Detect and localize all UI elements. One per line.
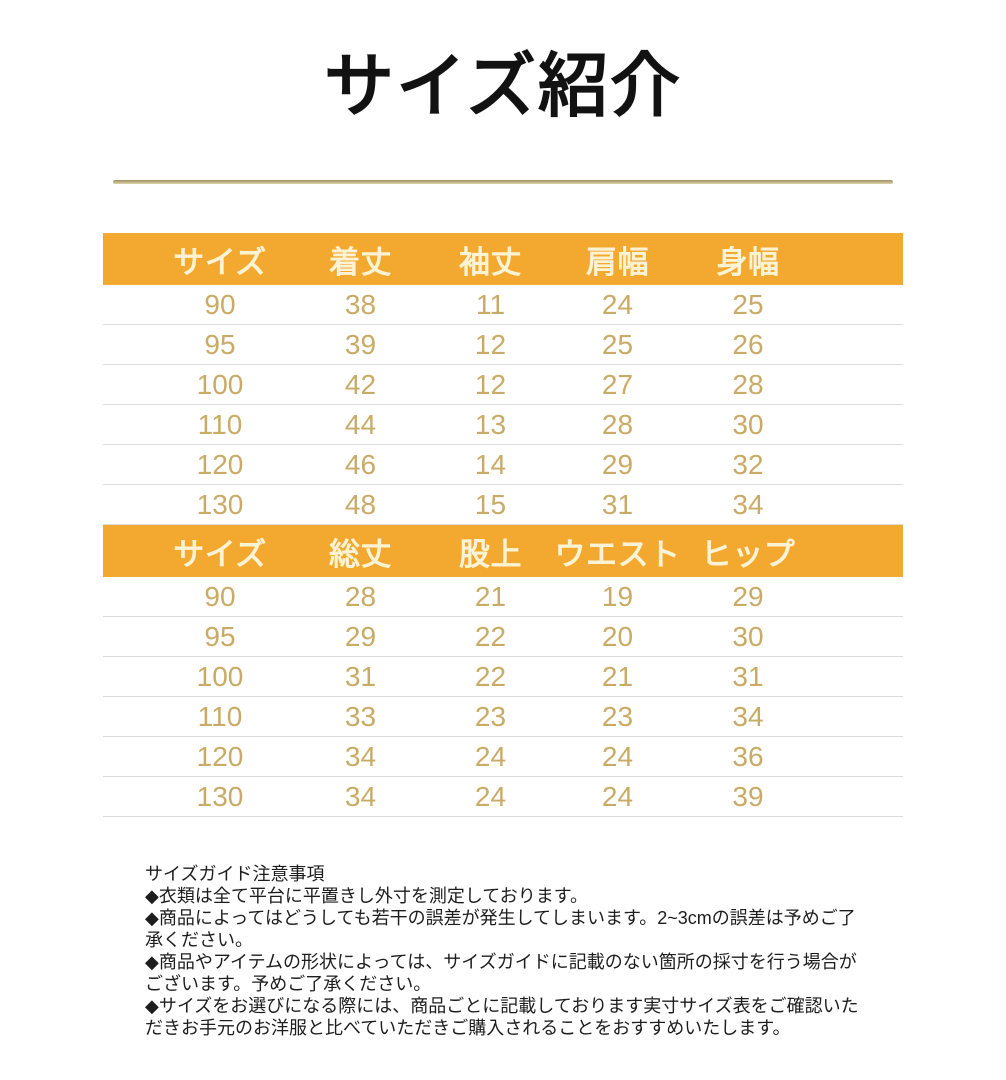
- table-cell: 28: [344, 580, 377, 612]
- column-header-length: 着丈: [329, 244, 392, 280]
- table-row: 130 48 15 31 34: [103, 485, 903, 525]
- table-cell: 22: [474, 620, 507, 652]
- table-cell: 34: [344, 740, 377, 772]
- table-cell: 29: [601, 448, 634, 480]
- table-row: 95 29 22 20 30: [103, 617, 903, 657]
- table-cell: 23: [474, 700, 507, 732]
- table-cell: 27: [601, 368, 634, 400]
- table-row: 130 34 24 24 39: [103, 777, 903, 817]
- table-cell: 36: [732, 740, 764, 772]
- table-cell: 100: [196, 368, 244, 400]
- column-header-hip: ヒップ: [700, 536, 796, 572]
- table-cell: 120: [196, 448, 244, 480]
- note-item: ◆衣類は全て平台に平置きし外寸を測定しております。: [145, 886, 588, 906]
- size-table-tops: サイズ 着丈 袖丈 肩幅 身幅 90 38 11 24 25 95 39 12 …: [103, 233, 903, 525]
- table-cell: 28: [601, 408, 634, 440]
- column-header-total: 総丈: [329, 536, 392, 572]
- note-item: ◆サイズをお選びになる際には、商品ごとに記載しております実寸サイズ表をご確認いた…: [145, 996, 859, 1038]
- table-cell: 21: [474, 580, 507, 612]
- table-cell: 15: [474, 488, 507, 520]
- table-cell: 31: [344, 660, 377, 692]
- table-cell: 31: [732, 660, 764, 692]
- page-title: サイズ紹介: [324, 44, 682, 127]
- table-cell: 34: [344, 780, 377, 812]
- table-cell: 22: [474, 660, 507, 692]
- table-row: 120 34 24 24 36: [103, 737, 903, 777]
- table-row: 90 38 11 24 25: [103, 285, 903, 325]
- table-cell: 46: [344, 448, 377, 480]
- table-row: 100 31 22 21 31: [103, 657, 903, 697]
- table-cell: 29: [344, 620, 377, 652]
- table-row: 95 39 12 25 26: [103, 325, 903, 365]
- table-row: 90 28 21 19 29: [103, 577, 903, 617]
- table-row: 110 33 23 23 34: [103, 697, 903, 737]
- table-cell: 31: [601, 488, 634, 520]
- table-cell: 44: [344, 408, 377, 440]
- column-header-shoulder: 肩幅: [586, 244, 649, 280]
- table-cell: 33: [344, 700, 377, 732]
- table-cell: 48: [344, 488, 377, 520]
- table-cell: 130: [196, 780, 244, 812]
- table-header-row: サイズ 着丈 袖丈 肩幅 身幅: [103, 233, 903, 285]
- table-cell: 14: [474, 448, 507, 480]
- table-cell: 25: [732, 288, 764, 320]
- note-item: ◆商品やアイテムの形状によっては、サイズガイドに記載のない箇所の採寸を行う場合が…: [145, 952, 857, 994]
- title-divider: [113, 180, 893, 184]
- column-header-rise: 股上: [459, 536, 522, 572]
- table-cell: 21: [601, 660, 634, 692]
- size-guide-notes: サイズガイド注意事項 ◆衣類は全て平台に平置きし外寸を測定しております。 ◆商品…: [145, 863, 871, 1039]
- table-cell: 34: [732, 488, 764, 520]
- table-cell: 24: [601, 288, 634, 320]
- table-cell: 12: [474, 328, 507, 360]
- size-table-bottoms: サイズ 総丈 股上 ウエスト ヒップ 90 28 21 19 29 95 29 …: [103, 525, 903, 817]
- table-cell: 30: [732, 620, 764, 652]
- table-cell: 120: [196, 740, 244, 772]
- column-header-size: サイズ: [173, 244, 267, 280]
- table-cell: 25: [601, 328, 634, 360]
- table-cell: 38: [344, 288, 377, 320]
- table-cell: 23: [601, 700, 634, 732]
- table-cell: 12: [474, 368, 507, 400]
- table-cell: 24: [601, 740, 634, 772]
- table-cell: 29: [732, 580, 764, 612]
- table-cell: 42: [344, 368, 377, 400]
- column-header-size: サイズ: [173, 536, 267, 572]
- table-cell: 95: [204, 620, 236, 652]
- table-cell: 95: [204, 328, 236, 360]
- table-cell: 13: [474, 408, 507, 440]
- table-cell: 28: [732, 368, 764, 400]
- table-cell: 26: [732, 328, 764, 360]
- table-cell: 32: [732, 448, 764, 480]
- note-item: ◆商品によってはどうしても若干の誤差が発生してしまいます。2~3cmの誤差は予め…: [145, 908, 856, 950]
- table-row: 120 46 14 29 32: [103, 445, 903, 485]
- table-cell: 39: [344, 328, 377, 360]
- table-cell: 90: [204, 580, 236, 612]
- table-cell: 39: [732, 780, 764, 812]
- table-cell: 110: [197, 700, 243, 732]
- table-cell: 110: [197, 408, 243, 440]
- table-cell: 24: [474, 740, 507, 772]
- table-row: 110 44 13 28 30: [103, 405, 903, 445]
- table-row: 100 42 12 27 28: [103, 365, 903, 405]
- column-header-sleeve: 袖丈: [459, 244, 522, 280]
- table-cell: 11: [475, 288, 506, 320]
- table-header-row: サイズ 総丈 股上 ウエスト ヒップ: [103, 525, 903, 577]
- table-cell: 19: [601, 580, 634, 612]
- table-cell: 130: [196, 488, 244, 520]
- notes-heading: サイズガイド注意事項: [145, 864, 325, 884]
- table-cell: 20: [601, 620, 634, 652]
- table-cell: 30: [732, 408, 764, 440]
- size-tables: サイズ 着丈 袖丈 肩幅 身幅 90 38 11 24 25 95 39 12 …: [103, 233, 903, 817]
- table-cell: 34: [732, 700, 764, 732]
- table-cell: 24: [601, 780, 634, 812]
- table-cell: 24: [474, 780, 507, 812]
- table-cell: 90: [204, 288, 236, 320]
- column-header-width: 身幅: [716, 244, 780, 280]
- column-header-waist: ウエスト: [554, 536, 681, 572]
- table-cell: 100: [196, 660, 244, 692]
